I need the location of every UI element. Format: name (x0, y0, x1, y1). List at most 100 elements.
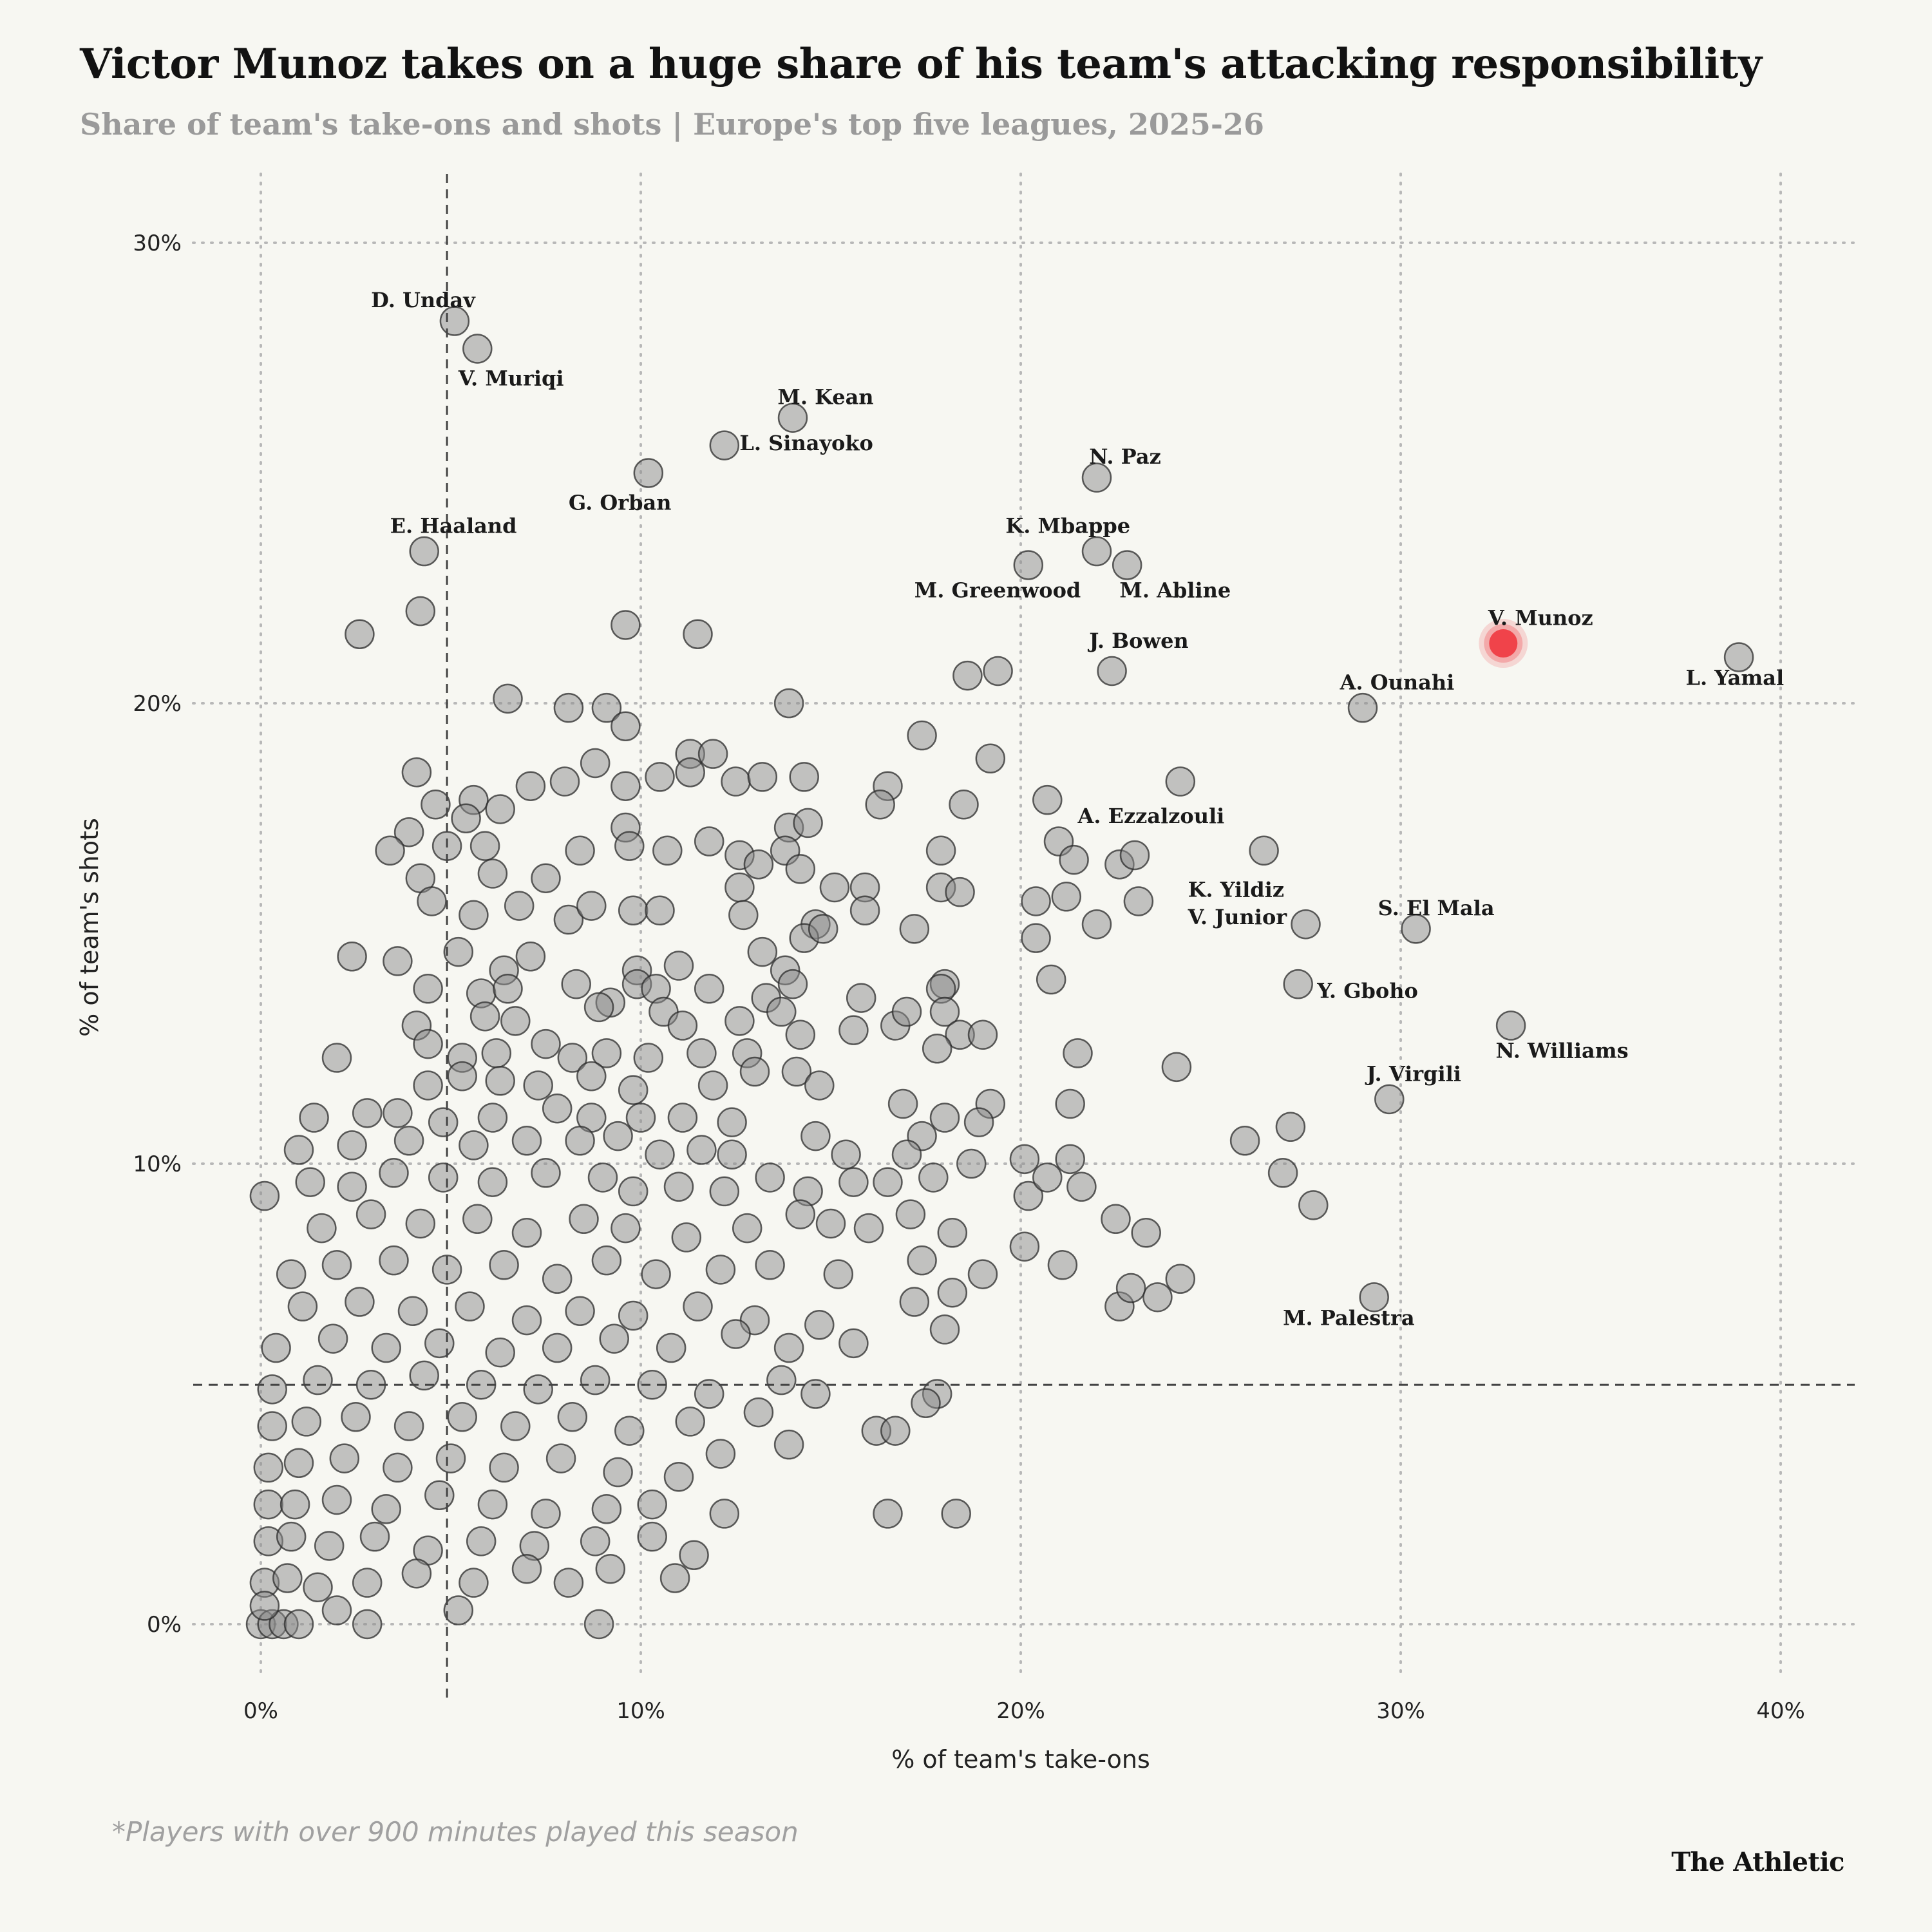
player-point (1032, 1162, 1063, 1193)
player-point (337, 942, 367, 972)
player-label: G. Orban (569, 491, 672, 515)
highlight-point (1479, 619, 1528, 668)
player-point (413, 974, 443, 1004)
player-point (580, 748, 611, 779)
player-point (717, 1139, 747, 1170)
player-point (405, 1208, 436, 1239)
player-point (880, 1416, 911, 1446)
player-point (873, 1499, 903, 1529)
player-point (743, 1397, 774, 1428)
player-point (1142, 1282, 1173, 1312)
player-point (967, 1259, 998, 1289)
player-point (352, 1098, 383, 1128)
player-point (743, 849, 774, 880)
player-point (1229, 1126, 1260, 1156)
player-point (531, 1499, 561, 1529)
player-point (952, 660, 983, 691)
player-label: V. Junior (1188, 905, 1288, 929)
player-point (279, 1489, 310, 1520)
player-point (511, 1126, 542, 1156)
player-point (557, 1402, 588, 1432)
player-point (523, 1070, 553, 1101)
player-point (1267, 1158, 1298, 1188)
player-point (907, 720, 937, 751)
player-point (949, 790, 979, 820)
player-point (511, 1553, 542, 1584)
player-point (393, 1411, 424, 1441)
player-point (853, 1213, 884, 1244)
player-point (477, 1167, 508, 1197)
player-point (717, 1107, 747, 1137)
player-point (257, 1411, 287, 1441)
player-point (728, 900, 759, 931)
player-label: V. Munoz (1488, 605, 1593, 630)
player-point (561, 969, 591, 999)
player-point (683, 619, 713, 649)
player-label: Y. Gboho (1316, 979, 1418, 1003)
player-point (345, 1287, 375, 1317)
player-point (299, 1103, 329, 1133)
player-point (314, 1531, 345, 1561)
x-tick-label: 10% (616, 1698, 665, 1724)
player-point (393, 1126, 424, 1156)
player-point (614, 831, 645, 861)
player-point (307, 1213, 337, 1244)
player-point (531, 1028, 561, 1059)
player-point (443, 1595, 474, 1625)
player-point (967, 1019, 998, 1050)
y-tick-label: 20% (133, 691, 182, 717)
x-axis-label: % of team's take-ons (891, 1745, 1150, 1774)
labeled-player-point (777, 402, 808, 433)
player-point (257, 1374, 287, 1405)
player-point (359, 1521, 390, 1552)
player-point (321, 1595, 352, 1625)
player-point (618, 1300, 649, 1331)
player-point (485, 1066, 515, 1096)
labeled-player-point (1291, 909, 1321, 940)
player-point (705, 1255, 736, 1285)
player-point (276, 1259, 307, 1289)
player-point (591, 1245, 622, 1276)
player-point (887, 1088, 918, 1119)
player-label: M. Abline (1119, 578, 1231, 603)
player-point (1123, 886, 1154, 916)
player-point (603, 1121, 633, 1151)
player-point (401, 757, 432, 788)
player-point (899, 1287, 930, 1317)
labeled-player-point (1112, 550, 1142, 580)
player-point (485, 794, 515, 824)
player-point (1013, 1180, 1044, 1211)
player-point (800, 1379, 831, 1409)
player-point (709, 1176, 740, 1207)
player-point (283, 1448, 314, 1478)
labeled-player-point (1032, 784, 1063, 815)
player-point (929, 996, 960, 1027)
player-point (565, 1126, 595, 1156)
player-point (929, 1103, 960, 1133)
player-point (929, 1314, 960, 1345)
player-point (531, 1158, 561, 1188)
player-point (431, 1255, 462, 1285)
player-point (591, 692, 622, 723)
player-point (732, 1213, 762, 1244)
player-point (899, 914, 930, 944)
player-point (941, 1499, 971, 1529)
player-point (383, 946, 413, 976)
player-point (435, 1443, 466, 1473)
player-point (773, 1332, 804, 1363)
player-point (447, 1061, 477, 1092)
player-point (249, 1591, 280, 1621)
player-point (785, 1199, 816, 1229)
player-point (694, 974, 724, 1004)
player-point (591, 1038, 622, 1068)
player-point (683, 1291, 713, 1321)
player-point (500, 1006, 531, 1036)
labeled-player-point (709, 430, 740, 460)
player-point (345, 619, 375, 649)
player-label: L. Yamal (1686, 665, 1785, 690)
player-point (873, 1167, 903, 1197)
player-point (580, 1526, 611, 1557)
player-label: J. Virgili (1365, 1061, 1461, 1086)
labeled-player-point (1097, 656, 1127, 687)
player-point (337, 1171, 367, 1202)
